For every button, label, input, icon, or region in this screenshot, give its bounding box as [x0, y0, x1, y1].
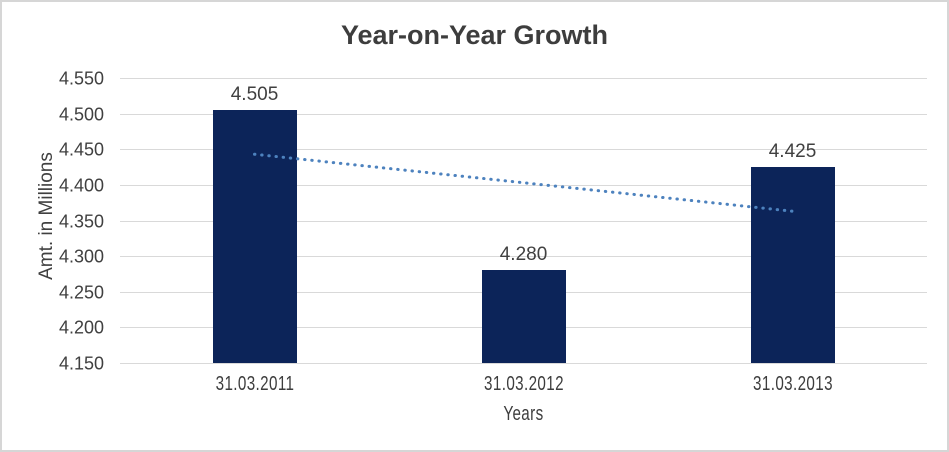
- y-tick-label: 4.400: [58, 175, 104, 196]
- x-tick-label-text: 31.03.2011: [215, 373, 294, 395]
- y-tick-label: 4.300: [58, 246, 104, 267]
- bar-31.03.2012: [482, 270, 566, 363]
- gridline: [120, 256, 927, 257]
- y-tick-label: 4.450: [58, 139, 104, 160]
- y-tick-label: 4.350: [58, 211, 104, 232]
- y-tick-label: 4.200: [58, 317, 104, 338]
- bar-value-label: 4.505: [230, 84, 279, 105]
- x-tick-label: 31.03.2012: [471, 373, 576, 396]
- gridline: [120, 149, 927, 150]
- gridline: [120, 221, 927, 222]
- gridline: [120, 78, 927, 79]
- y-tick-label: 4.250: [58, 282, 104, 303]
- x-tick-label-text: 31.03.2012: [483, 373, 564, 395]
- x-axis-title-text: Years: [503, 403, 544, 425]
- x-tick-label: 31.03.2011: [203, 373, 307, 396]
- y-tick-label: 4.150: [58, 353, 104, 374]
- y-tick-label: 4.500: [58, 104, 104, 125]
- x-tick-label: 31.03.2013: [740, 373, 845, 396]
- x-axis-title: Years: [120, 403, 927, 426]
- gridline: [120, 114, 927, 115]
- trendline: [253, 152, 794, 213]
- gridline: [120, 363, 927, 364]
- bar-value-label: 4.280: [499, 244, 548, 265]
- x-tick-label-text: 31.03.2013: [752, 373, 833, 395]
- bar-value-label: 4.425: [768, 141, 817, 162]
- bar-31.03.2011: [213, 110, 297, 363]
- bar-31.03.2013: [751, 167, 835, 363]
- chart-title: Year-on-Year Growth: [340, 20, 609, 50]
- y-tick-label: 4.550: [58, 68, 104, 89]
